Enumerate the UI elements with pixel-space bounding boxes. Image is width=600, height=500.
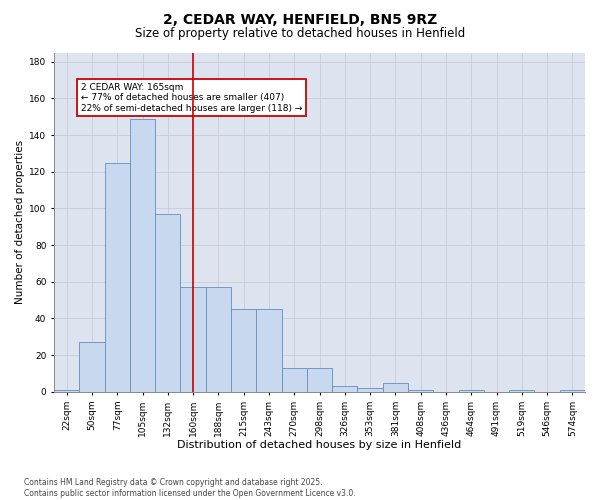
Bar [231,310,256,392]
Text: 2 CEDAR WAY: 165sqm
← 77% of detached houses are smaller (407)
22% of semi-detac: 2 CEDAR WAY: 165sqm ← 77% of detached ho… [80,83,302,113]
Text: Contains HM Land Registry data © Crown copyright and database right 2025.
Contai: Contains HM Land Registry data © Crown c… [24,478,356,498]
X-axis label: Distribution of detached houses by size in Henfield: Distribution of detached houses by size … [178,440,461,450]
Bar [104,162,130,392]
Bar [206,288,231,392]
Bar [383,382,408,392]
Bar [509,390,535,392]
Bar [307,368,332,392]
Bar [560,390,585,392]
Text: 2, CEDAR WAY, HENFIELD, BN5 9RZ: 2, CEDAR WAY, HENFIELD, BN5 9RZ [163,12,437,26]
Bar [408,390,433,392]
Bar [281,368,307,392]
Y-axis label: Number of detached properties: Number of detached properties [15,140,25,304]
Bar [54,390,79,392]
Bar [79,342,104,392]
Text: Size of property relative to detached houses in Henfield: Size of property relative to detached ho… [135,28,465,40]
Bar [358,388,383,392]
Bar [332,386,358,392]
Bar [155,214,181,392]
Bar [458,390,484,392]
Bar [256,310,281,392]
Bar [130,118,155,392]
Bar [181,288,206,392]
